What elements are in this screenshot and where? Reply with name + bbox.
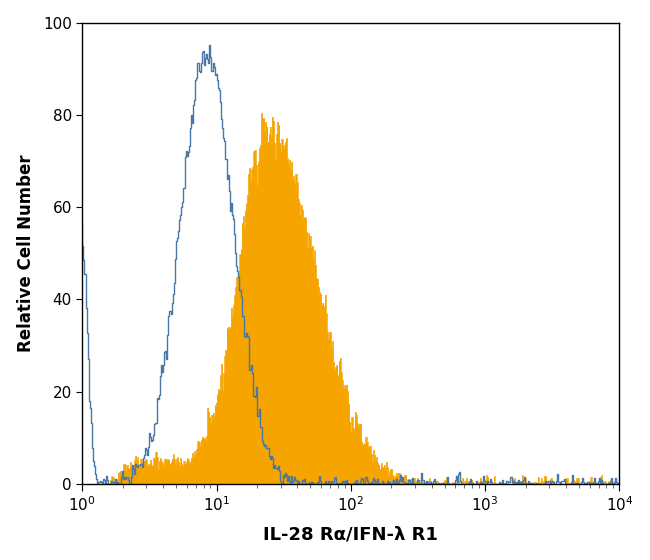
X-axis label: IL-28 Rα/IFN-λ R1: IL-28 Rα/IFN-λ R1 [263, 525, 438, 543]
Y-axis label: Relative Cell Number: Relative Cell Number [17, 155, 34, 352]
